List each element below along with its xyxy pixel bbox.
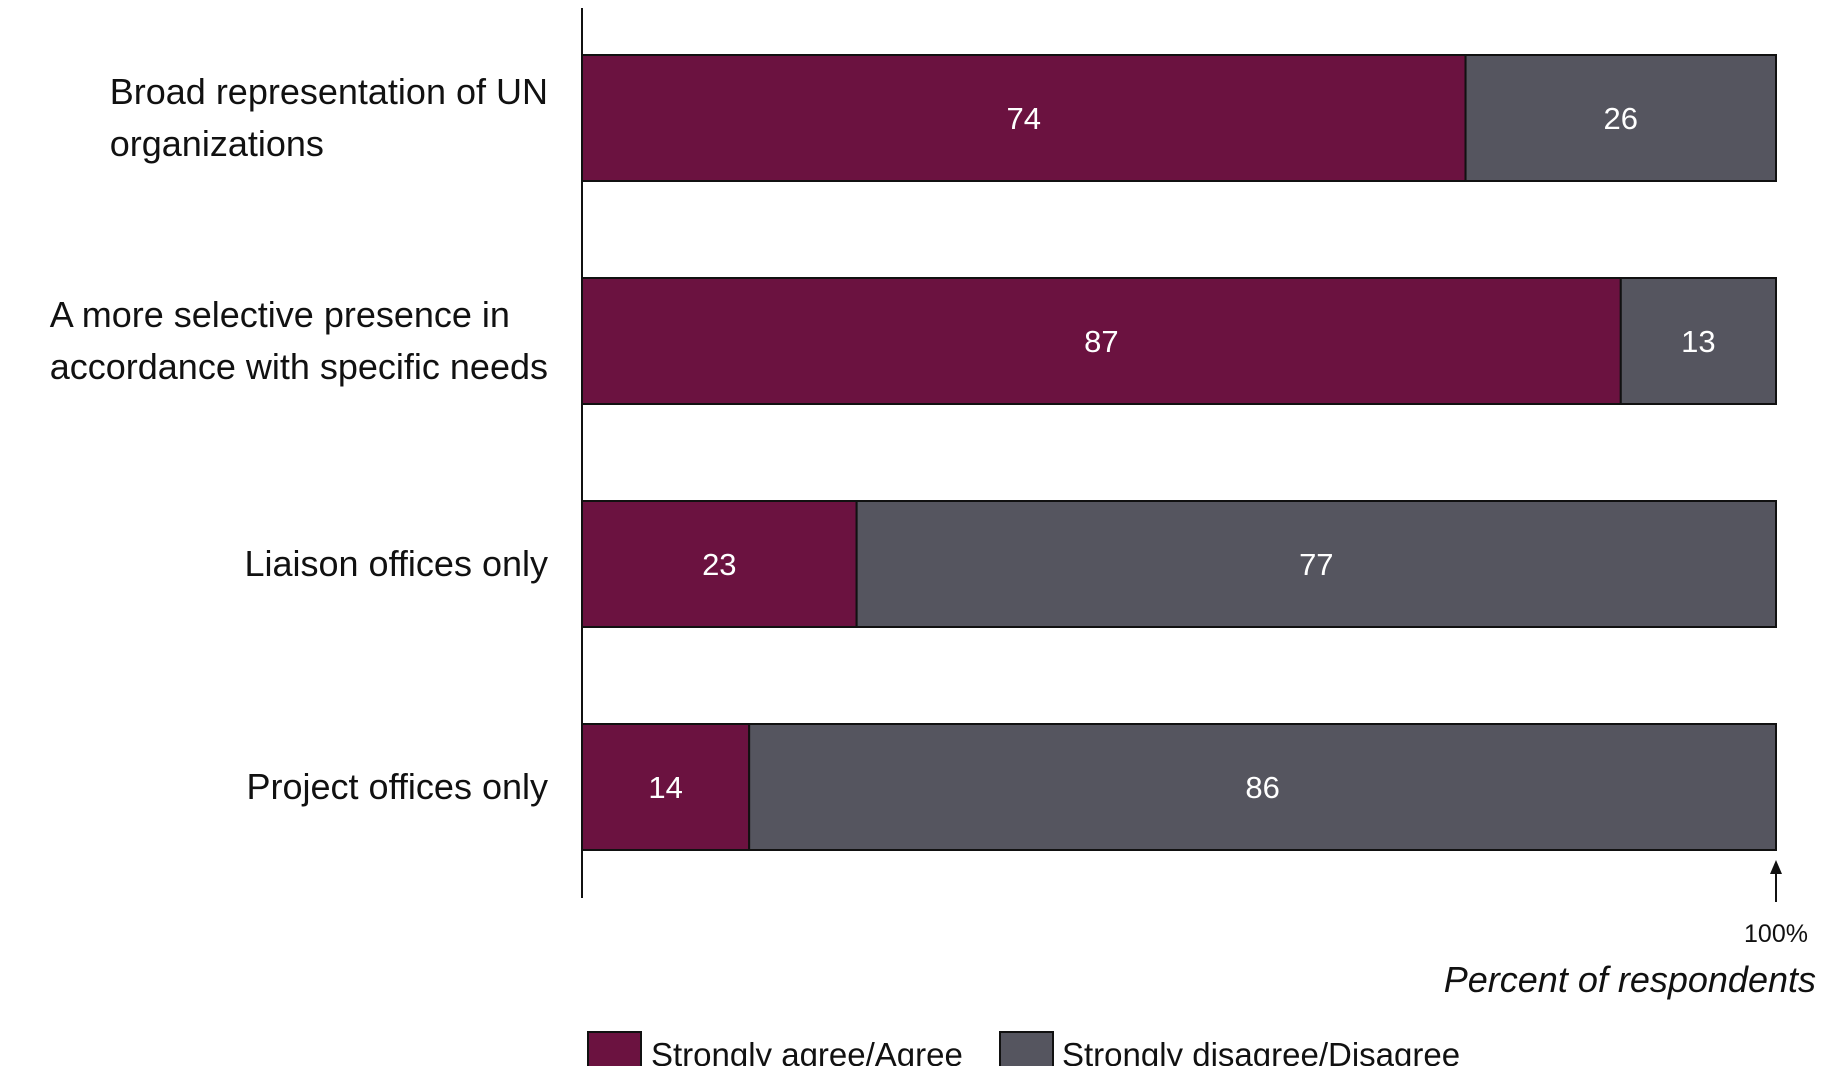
bar-segment-disagree-3 [748,723,1777,851]
category-label-line-0-0: Broad representation of UN [110,71,548,112]
x-axis-title: Percent of respondents [1444,959,1816,1000]
category-label-0: Broad representation of UN organizations [110,71,548,164]
legend-swatch-agree [587,1031,642,1066]
x-axis-100-marker: 100% [1744,860,1808,948]
bar-segment-agree-2 [581,500,858,628]
bar-segment-disagree-0 [1464,54,1778,182]
legend-swatch-disagree [999,1031,1054,1066]
category-label-line-1-1: accordance with specific needs [50,346,548,387]
bar-value-label-agree-3: 14 [648,770,682,805]
bar-value-label-disagree-1: 13 [1681,324,1715,359]
bar-value-label-agree-1: 87 [1084,324,1118,359]
category-label-3: Project offices only [247,766,548,807]
category-label-line-0-1: organizations [110,123,324,164]
bars-group: 74 26 87 13 23 77 14 86 [581,54,1778,851]
bar-segment-disagree-2 [855,500,1777,628]
legend-label-disagree: Strongly disagree/Disagree [1062,1036,1460,1066]
category-label-1: A more selective presence in accordance w… [50,294,548,387]
arrow-head-icon [1770,860,1782,874]
bar-value-label-agree-0: 74 [1007,101,1041,136]
bar-value-label-disagree-3: 86 [1245,770,1279,805]
bar-segment-agree-3 [581,723,751,851]
bar-segment-agree-1 [581,277,1622,405]
legend-label-agree: Strongly agree/Agree [651,1036,963,1066]
category-label-line-1-0: A more selective presence in [50,294,510,335]
legend: Strongly agree/Agree Strongly disagree/D… [587,1031,1460,1066]
bar-segment-agree-0 [581,54,1467,182]
x-tick-label-100: 100% [1744,920,1808,948]
bar-segment-disagree-1 [1619,277,1778,405]
category-label-2: Liaison offices only [244,543,548,584]
bar-value-label-disagree-2: 77 [1299,547,1333,582]
category-labels: Broad representation of UN organizations A… [50,71,548,807]
bar-value-label-agree-2: 23 [702,547,736,582]
bar-value-label-disagree-0: 26 [1604,101,1638,136]
